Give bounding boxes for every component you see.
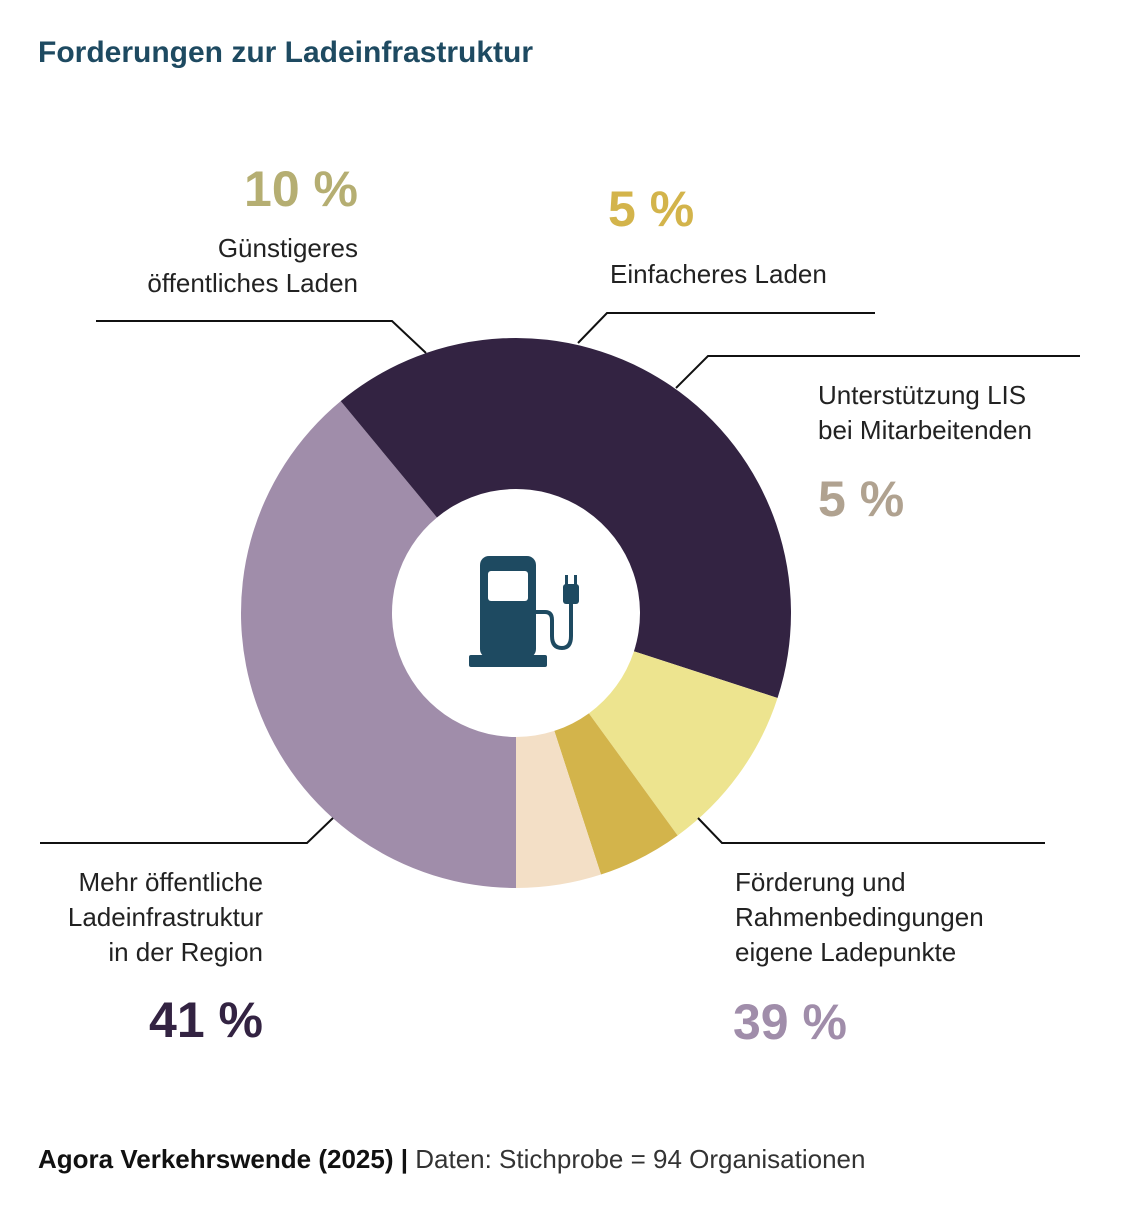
donut-slice-mehr-oeffentliche xyxy=(340,337,791,698)
source-data-note: Daten: Stichprobe = 94 Organisationen xyxy=(415,1144,866,1174)
leader-line-guenstigeres xyxy=(96,320,427,354)
slice-label-guenstigeres: Günstigeres öffentliches Laden xyxy=(147,233,358,298)
leader-line-foerderung xyxy=(697,817,1045,844)
charging-station-icon xyxy=(469,556,579,667)
leader-line-mehr-oeffentliche xyxy=(40,817,334,844)
slice-label-foerderung: Förderung und Rahmenbedingungen eigene L… xyxy=(735,867,984,967)
chart-title: Forderungen zur Ladeinfrastruktur xyxy=(38,36,534,69)
slice-value-guenstigeres: 10 % xyxy=(244,161,358,217)
donut-slice-guenstigeres xyxy=(588,651,778,836)
slice-value-foerderung: 39 % xyxy=(733,994,847,1050)
donut-slice-einfacheres xyxy=(554,713,678,875)
slice-label-mehr-oeffentliche: Mehr öffentliche Ladeinfrastruktur in de… xyxy=(67,867,263,967)
source-separator: | xyxy=(393,1144,416,1174)
slice-value-einfacheres: 5 % xyxy=(608,181,695,237)
source-author: Agora Verkehrswende (2025) xyxy=(38,1144,394,1174)
donut-slice-foerderung xyxy=(241,401,516,888)
donut-slice-unterstuetzung xyxy=(516,730,601,888)
leader-line-einfacheres xyxy=(577,312,875,344)
leader-line-unterstuetzung xyxy=(675,355,1080,389)
slice-label-einfacheres: Einfacheres Laden xyxy=(610,259,827,289)
slice-value-unterstuetzung: 5 % xyxy=(818,471,905,527)
slice-label-unterstuetzung: Unterstützung LIS bei Mitarbeitenden xyxy=(818,380,1032,445)
source-note: Agora Verkehrswende (2025) | Daten: Stic… xyxy=(38,1144,865,1175)
slice-value-mehr-oeffentliche: 41 % xyxy=(149,992,263,1048)
